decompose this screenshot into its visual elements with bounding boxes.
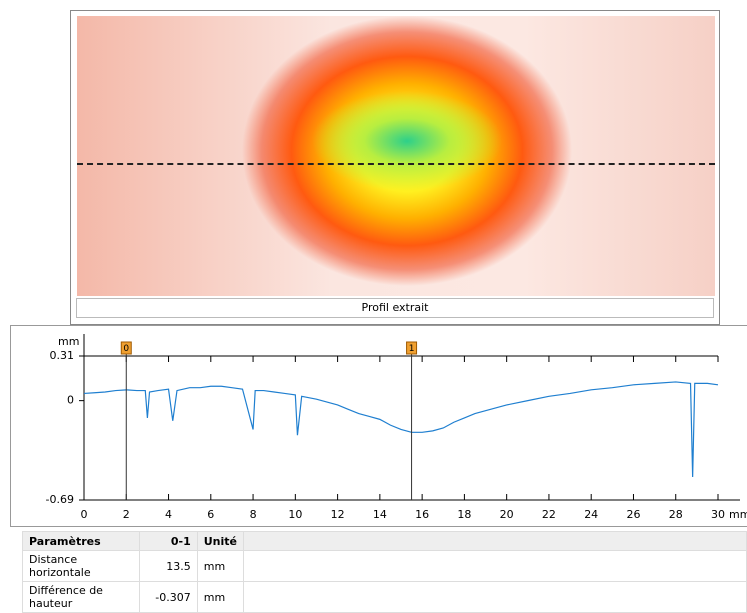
- profile-line: [83, 381, 719, 477]
- profile-line: [77, 163, 715, 165]
- y-tick-label: 0: [67, 394, 74, 407]
- table: Paramètres 0-1 Unité Distance horizontale 1…: [22, 531, 747, 613]
- cell: Distance horizontale: [22, 550, 140, 582]
- cell: Unité: [196, 531, 245, 551]
- page: Profil extrait mm mm 0.31 0 -0.69 0 2 4 6 8 10 12 14…: [10, 10, 747, 613]
- row: Différence de hauteur -0.307 mm: [22, 581, 747, 613]
- x-tick-label: 2: [123, 508, 130, 521]
- x-tick-label: 16: [415, 508, 429, 521]
- cell: [243, 550, 747, 582]
- cell: [243, 531, 747, 551]
- x-tick-label: 10: [288, 508, 302, 521]
- cell: 13.5: [138, 550, 198, 582]
- x-tick-label: 0: [81, 508, 88, 521]
- x-tick-label: 26: [626, 508, 640, 521]
- cursor-label: 0: [123, 344, 129, 354]
- x-tick-label: 22: [542, 508, 556, 521]
- x-tick-label: 12: [331, 508, 345, 521]
- profile-panel: [10, 325, 747, 527]
- x-tick-label: 6: [207, 508, 214, 521]
- x-tick-label: 14: [373, 508, 387, 521]
- x-tick-label: 8: [250, 508, 257, 521]
- y-tick-label: -0.69: [46, 493, 74, 506]
- heatmap-panel: Profil extrait: [70, 10, 720, 325]
- cursor-label: 1: [409, 344, 415, 354]
- cell: mm: [196, 581, 245, 613]
- cell: Différence de hauteur: [22, 581, 140, 613]
- cursor-handle: [406, 341, 418, 355]
- cell: Paramètres: [22, 531, 140, 551]
- x-tick-label: 4: [165, 508, 172, 521]
- x-tick-label: 20: [500, 508, 514, 521]
- x-tick-label: 30: [711, 508, 725, 521]
- heatmap-image: [77, 16, 715, 296]
- y-tick-label: 0.31: [50, 349, 75, 362]
- cell: -0.307: [138, 581, 198, 613]
- x-tick-label: 24: [584, 508, 598, 521]
- cursor-handle: [120, 341, 132, 355]
- y-unit: mm: [58, 335, 79, 348]
- x-tick-label: 18: [457, 508, 471, 521]
- x-unit: mm: [729, 508, 747, 521]
- caption: Profil extrait: [76, 298, 714, 318]
- cell: [243, 581, 747, 613]
- x-tick-label: 28: [669, 508, 683, 521]
- cell: mm: [196, 550, 245, 582]
- row: Distance horizontale 13.5 mm: [22, 550, 747, 582]
- cell: 0-1: [138, 531, 198, 551]
- header-row: Paramètres 0-1 Unité: [22, 531, 747, 551]
